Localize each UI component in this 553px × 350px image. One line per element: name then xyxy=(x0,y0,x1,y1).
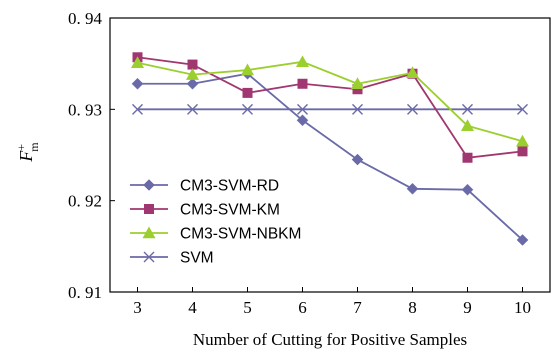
x-tick-label: 5 xyxy=(243,298,252,317)
data-point-x xyxy=(352,103,363,115)
legend-label: CM3-SVM-RD xyxy=(180,178,279,195)
x-tick-label: 9 xyxy=(463,298,472,317)
data-point-x xyxy=(242,103,253,115)
legend-item: SVM xyxy=(130,250,214,267)
data-point-triangle xyxy=(406,66,419,78)
data-point-square xyxy=(144,204,154,214)
data-point-square xyxy=(187,59,198,70)
data-point-x xyxy=(407,103,418,115)
data-point-diamond xyxy=(296,114,309,127)
data-point-triangle xyxy=(186,68,199,80)
data-point-x xyxy=(462,103,473,115)
legend-item: CM3-SVM-KM xyxy=(130,202,280,219)
data-point-diamond xyxy=(131,77,144,90)
data-point-square xyxy=(517,146,528,157)
legend-label: CM3-SVM-KM xyxy=(180,202,280,219)
series-line xyxy=(137,60,523,143)
data-point-triangle xyxy=(516,134,529,147)
data-point-triangle xyxy=(351,77,364,89)
data-point-triangle xyxy=(131,56,144,68)
data-point-x xyxy=(187,103,198,115)
data-point-x xyxy=(132,103,143,115)
legend: CM3-SVM-RD CM3-SVM-KM CM3-SVM-NBKM SVM xyxy=(130,178,301,267)
legend-item: CM3-SVM-RD xyxy=(130,178,279,195)
x-axis-label: Number of Cutting for Positive Samples xyxy=(193,330,467,349)
x-tick-label: 3 xyxy=(133,298,142,317)
data-point-diamond xyxy=(143,179,155,191)
y-tick-label: 0. 94 xyxy=(68,9,103,28)
x-tick-label: 7 xyxy=(353,298,362,317)
series-cm3-svm-km xyxy=(132,52,528,163)
data-point-diamond xyxy=(516,234,529,246)
series-line xyxy=(137,56,523,159)
x-tick-label: 6 xyxy=(298,298,307,317)
y-tick-label: 0. 92 xyxy=(68,192,102,211)
series-line xyxy=(137,72,524,241)
data-point-square xyxy=(297,78,308,89)
data-point-x xyxy=(297,103,308,115)
legend-label: CM3-SVM-NBKM xyxy=(180,226,301,243)
data-point-square xyxy=(242,87,253,98)
x-tick-label: 4 xyxy=(188,298,197,317)
data-point-x xyxy=(143,251,155,263)
data-point-diamond xyxy=(461,183,474,196)
legend-item: CM3-SVM-NBKM xyxy=(130,226,301,243)
data-point-triangle xyxy=(241,63,254,76)
data-point-diamond xyxy=(406,182,419,195)
data-point-triangle xyxy=(296,55,309,68)
y-axis-label: F+m xyxy=(14,142,41,163)
plot-frame xyxy=(109,17,551,293)
y-tick-label: 0. 93 xyxy=(68,100,102,119)
data-point-x xyxy=(517,103,528,115)
data-point-square xyxy=(352,84,363,95)
y-tick-label: 0. 91 xyxy=(68,283,102,302)
data-point-diamond xyxy=(186,77,199,90)
plot-area-border xyxy=(109,17,551,293)
series-group xyxy=(131,52,529,246)
x-tick-label: 10 xyxy=(514,298,531,317)
series-svm xyxy=(132,103,528,115)
series-cm3-svm-nbkm xyxy=(131,55,529,147)
legend-label: SVM xyxy=(180,250,214,267)
data-point-diamond xyxy=(351,153,364,166)
x-tick-label: 8 xyxy=(408,298,417,317)
series-cm3-svm-rd xyxy=(131,67,529,246)
data-point-triangle xyxy=(461,119,474,131)
data-point-square xyxy=(462,152,473,163)
data-point-triangle xyxy=(142,226,156,239)
axis-ticks: 3 4 5 6 7 8 9 10 0. 91 0. 92 0. 93 0. 94 xyxy=(68,9,531,317)
